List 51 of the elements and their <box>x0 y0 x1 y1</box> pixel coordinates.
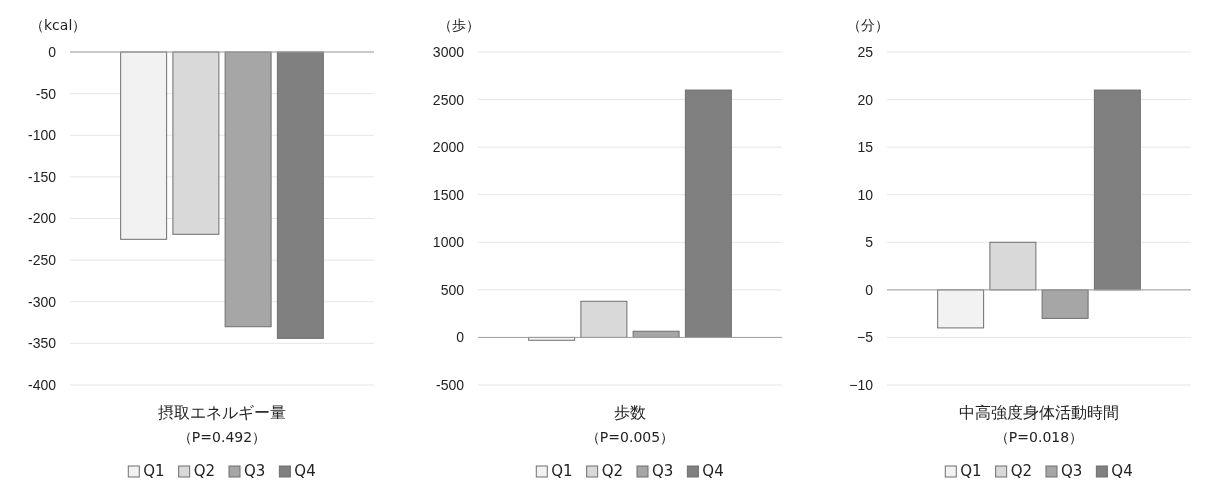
legend-label: Q3 <box>652 462 674 480</box>
y-tick-label: −5 <box>857 329 874 346</box>
y-tick-label: 2000 <box>432 139 465 156</box>
y-tick-label: 500 <box>440 281 465 298</box>
y-tick-label: 1500 <box>432 186 465 203</box>
y-tick-label: 20 <box>857 91 874 108</box>
y-tick-label: 3000 <box>432 43 465 60</box>
y-tick-label: -250 <box>27 252 57 269</box>
y-tick-label: -300 <box>27 293 57 310</box>
legend-label: Q1 <box>960 462 982 480</box>
y-tick-label: -100 <box>27 127 57 144</box>
text: （P=0.018） <box>994 429 1084 445</box>
y-tick-label: -200 <box>27 210 57 227</box>
y-tick-label: 0 <box>48 43 57 60</box>
y-tick-label: -350 <box>27 335 57 352</box>
x-axis-title: 中高強度身体活動時間 <box>959 403 1119 422</box>
text: （P=0.005） <box>585 429 675 445</box>
legend-label: Q1 <box>551 462 573 480</box>
y-tick-label: 5 <box>865 234 874 251</box>
legend-label: Q3 <box>244 462 266 480</box>
legend-label: Q4 <box>1111 462 1133 480</box>
legend-label: Q3 <box>1061 462 1083 480</box>
y-axis-title: （分） <box>847 17 889 33</box>
text: （P=0.492） <box>177 429 267 445</box>
y-tick-label: 10 <box>857 186 874 203</box>
bar <box>937 289 985 329</box>
y-tick-label: 0 <box>865 281 874 298</box>
bar <box>580 300 628 338</box>
x-axis-title: 摂取エネルギー量 <box>158 403 286 422</box>
y-tick-label: 25 <box>857 43 874 60</box>
y-tick-label: 2500 <box>432 91 465 108</box>
legend-label: Q2 <box>601 462 623 480</box>
y-tick-label: 1000 <box>432 234 465 251</box>
x-axis-title: 歩数 <box>614 403 646 422</box>
y-tick-label: 0 <box>456 329 465 346</box>
legend-label: Q4 <box>702 462 724 480</box>
y-tick-label: -150 <box>27 168 57 185</box>
y-axis-title: （歩） <box>438 17 480 33</box>
bar <box>1093 89 1141 291</box>
y-tick-label: 15 <box>857 139 874 156</box>
y-tick-label: -500 <box>435 376 465 393</box>
bar <box>684 89 732 338</box>
y-tick-label: −10 <box>849 376 874 393</box>
legend-label: Q4 <box>294 462 316 480</box>
y-axis-title: （kcal） <box>30 17 87 33</box>
y-tick-label: -400 <box>27 376 57 393</box>
bar <box>989 241 1037 291</box>
legend-label: Q1 <box>143 462 165 480</box>
legend-label: Q2 <box>193 462 215 480</box>
legend-label: Q2 <box>1010 462 1032 480</box>
y-tick-label: -50 <box>35 85 57 102</box>
